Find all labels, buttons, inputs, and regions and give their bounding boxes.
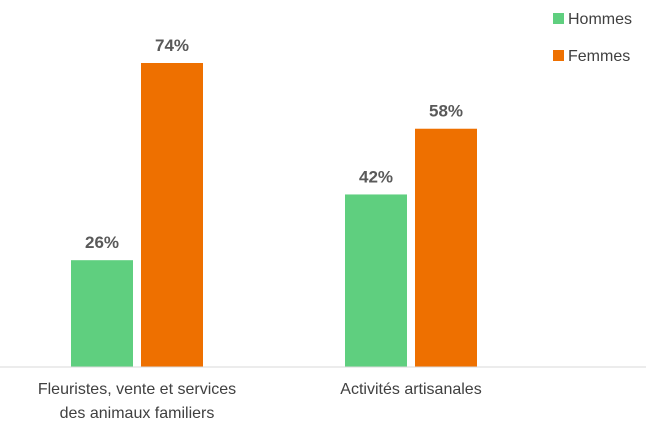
category-labels: Fleuristes, vente et services des animaux… bbox=[38, 381, 482, 422]
bar-hommes-0 bbox=[71, 260, 133, 367]
bars bbox=[71, 63, 477, 367]
legend-label-hommes: Hommes bbox=[568, 11, 632, 28]
value-labels: 26% 42% 74% 58% bbox=[85, 36, 463, 252]
legend-label-femmes: Femmes bbox=[568, 48, 630, 65]
bar-femmes-0 bbox=[141, 63, 203, 367]
category-label-0: des animaux familiers bbox=[60, 405, 215, 422]
data-label-hommes-1: 42% bbox=[359, 167, 393, 186]
legend-swatch-femmes bbox=[553, 50, 564, 61]
category-label-0: Fleuristes, vente et services bbox=[38, 381, 236, 398]
category-label-1: Activités artisanales bbox=[340, 381, 481, 398]
legend-swatch-hommes bbox=[553, 13, 564, 24]
data-label-femmes-1: 58% bbox=[429, 102, 463, 121]
data-label-femmes-0: 74% bbox=[155, 36, 189, 55]
bar-hommes-1 bbox=[345, 194, 407, 367]
legend: Hommes Femmes bbox=[553, 11, 632, 65]
data-label-hommes-0: 26% bbox=[85, 233, 119, 252]
bar-femmes-1 bbox=[415, 128, 477, 367]
